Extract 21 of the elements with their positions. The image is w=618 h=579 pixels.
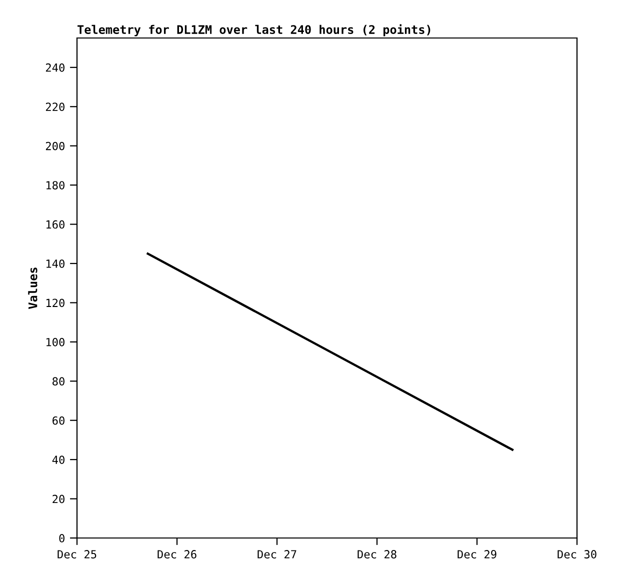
x-tick-label: Dec 27 bbox=[258, 550, 296, 558]
x-tick-label: Dec 29 bbox=[458, 550, 496, 558]
y-tick-label: 20 bbox=[52, 494, 64, 504]
y-tick-label: 40 bbox=[52, 456, 64, 464]
y-tick-label: 180 bbox=[46, 181, 64, 190]
x-tick-label: Dec 30 bbox=[558, 550, 596, 558]
x-tick-label: Dec 28 bbox=[358, 550, 396, 558]
y-tick-label: 80 bbox=[52, 377, 64, 386]
y-tick-label: 60 bbox=[52, 416, 64, 425]
x-tick-label: Dec 26 bbox=[158, 550, 196, 558]
y-tick-label: 140 bbox=[46, 259, 64, 268]
y-tick-label: 160 bbox=[46, 220, 64, 229]
y-tick-label: 220 bbox=[46, 102, 64, 112]
y-tick-label: 0 bbox=[59, 534, 64, 542]
chart-title: Telemetry for DL1ZM over last 240 hours (2 points) bbox=[78, 24, 430, 36]
y-tick-label: 200 bbox=[46, 142, 64, 150]
y-tick-label: 120 bbox=[46, 298, 64, 308]
y-tick-label: 240 bbox=[46, 63, 64, 72]
x-tick-label: Dec 25 bbox=[58, 550, 96, 558]
y-axis-title: Values bbox=[28, 268, 38, 309]
y-tick-label: 100 bbox=[46, 338, 64, 346]
